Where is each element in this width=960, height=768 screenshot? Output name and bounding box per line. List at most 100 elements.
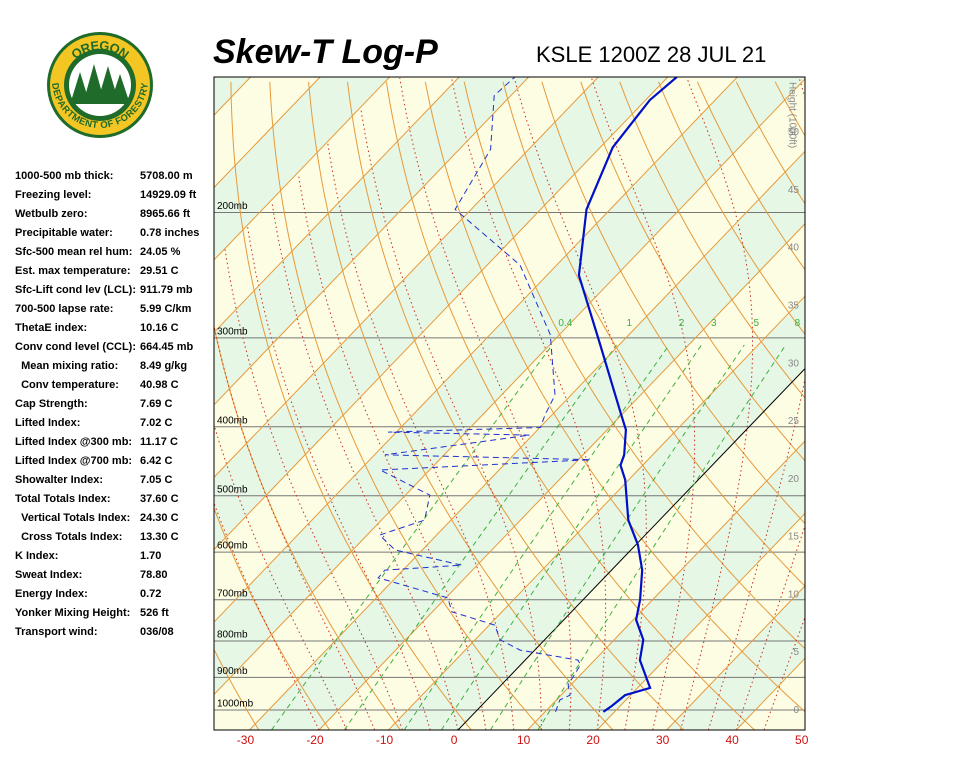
- mixing-ratio-label: 3: [711, 318, 717, 329]
- y2-tick-label: 30: [788, 358, 800, 369]
- isotherm: [666, 585, 805, 730]
- moist-adiabat: [680, 77, 754, 730]
- index-value: 13.30 C: [140, 531, 179, 543]
- index-value: 0.78 inches: [140, 227, 199, 239]
- mixing-ratio-line: [440, 344, 702, 730]
- dry-adiabat: [892, 82, 960, 730]
- index-label: Precipitable water:: [15, 227, 113, 239]
- dry-adiabat: [541, 81, 805, 525]
- moist-adiabat: [399, 77, 572, 730]
- index-value: 7.69 C: [140, 398, 172, 410]
- mixing-ratio-label: 8: [795, 318, 801, 329]
- x-tick-label: -30: [237, 733, 255, 747]
- isotherm: [457, 367, 805, 730]
- index-value: 5708.00 m: [140, 170, 193, 182]
- y-tick-label: 700mb: [217, 588, 248, 599]
- index-value: 24.05 %: [140, 246, 181, 258]
- dry-adiabat: [214, 648, 260, 730]
- moist-adiabat: [247, 226, 431, 730]
- y2-tick-label: 40: [788, 243, 800, 254]
- moist-adiabat: [707, 77, 805, 730]
- y2-tick-label: 25: [788, 416, 800, 427]
- y-tick-label: 600mb: [217, 541, 248, 552]
- index-value: 036/08: [140, 626, 174, 638]
- index-value: 911.79 mb: [140, 284, 193, 296]
- index-label: Est. max temperature:: [15, 265, 131, 277]
- index-label: ThetaE index:: [15, 322, 87, 334]
- index-label: Lifted Index:: [15, 417, 80, 429]
- index-label: Cap Strength:: [15, 398, 88, 410]
- y2-axis-label: Height (1000ft): [786, 82, 797, 148]
- band: [806, 77, 960, 730]
- index-label: 1000-500 mb thick:: [15, 170, 113, 182]
- moist-adiabat: [591, 77, 696, 730]
- dry-adiabat: [424, 81, 805, 713]
- y2-tick-label: 45: [788, 185, 800, 196]
- index-label: Total Totals Index:: [15, 493, 111, 505]
- y2-tick-label: 15: [788, 532, 800, 543]
- moist-adiabat: [271, 201, 459, 730]
- isotherm: [318, 223, 805, 730]
- y2-tick-label: 0: [793, 705, 799, 716]
- index-label: Lifted Index @700 mb:: [15, 455, 132, 467]
- index-value: 1.70: [140, 550, 161, 562]
- index-value: 40.98 C: [140, 379, 179, 391]
- index-label: Sweat Index:: [15, 569, 82, 581]
- mixing-ratio-line: [403, 344, 670, 730]
- dry-adiabat: [385, 81, 755, 730]
- plot-frame: [213, 76, 806, 731]
- y-tick-label: 400mb: [217, 415, 248, 426]
- index-label: Showalter Index:: [15, 474, 103, 486]
- index-value: 8965.66 ft: [140, 208, 190, 220]
- moist-adiabat: [214, 501, 320, 730]
- index-value: 29.51 C: [140, 265, 179, 277]
- mixing-ratio-label: 1: [626, 318, 632, 329]
- y2-tick-label: 5: [793, 647, 799, 658]
- chart-title: Skew-T Log-P: [213, 33, 438, 71]
- dry-adiabat: [214, 506, 331, 730]
- dry-adiabat: [619, 81, 805, 399]
- index-label: Sfc-Lift cond lev (LCL):: [15, 284, 136, 296]
- temperature-line: [577, 77, 678, 713]
- y-tick-label: 800mb: [217, 630, 248, 641]
- index-label: Wetbulb zero:: [15, 208, 88, 220]
- dry-adiabat: [308, 81, 614, 730]
- index-value: 7.05 C: [140, 474, 172, 486]
- index-value: 8.49 g/kg: [140, 360, 187, 372]
- dry-adiabat: [658, 81, 805, 336]
- dry-adiabat: [931, 82, 960, 730]
- index-value: 0.72: [140, 588, 161, 600]
- mixing-ratio-label: 0.4: [558, 318, 572, 329]
- x-tick-label: 10: [517, 733, 531, 747]
- y2-tick-label: 10: [788, 589, 800, 600]
- dry-adiabat: [580, 81, 805, 462]
- x-tick-label: 20: [586, 733, 600, 747]
- moist-adiabat: [214, 323, 376, 730]
- dry-adiabat: [502, 81, 805, 587]
- dry-adiabat: [463, 81, 805, 650]
- x-tick-label: 50: [795, 733, 809, 747]
- isotherm: [214, 77, 530, 406]
- index-label: Sfc-500 mean rel hum:: [15, 246, 132, 258]
- x-tick-label: 0: [451, 733, 458, 747]
- isotherm: [214, 77, 460, 334]
- x-tick-label: 30: [656, 733, 670, 747]
- y-tick-label: 900mb: [217, 666, 248, 677]
- index-label: Yonker Mixing Height:: [15, 607, 130, 619]
- isotherm: [214, 77, 321, 189]
- index-label: Mean mixing ratio:: [15, 360, 118, 372]
- isotherm: [596, 512, 805, 730]
- y2-tick-label: 20: [788, 474, 800, 485]
- y-tick-label: 1000mb: [217, 699, 254, 710]
- index-label: K Index:: [15, 550, 58, 562]
- isotherm: [388, 295, 805, 730]
- index-value: 11.17 C: [140, 436, 178, 448]
- moist-adiabat: [360, 108, 542, 730]
- isotherm: [214, 77, 738, 623]
- dry-adiabat: [269, 81, 543, 730]
- isotherm: [214, 77, 669, 551]
- dry-adiabat: [814, 82, 960, 730]
- isotherm: [527, 440, 805, 730]
- y-tick-label: 500mb: [217, 484, 248, 495]
